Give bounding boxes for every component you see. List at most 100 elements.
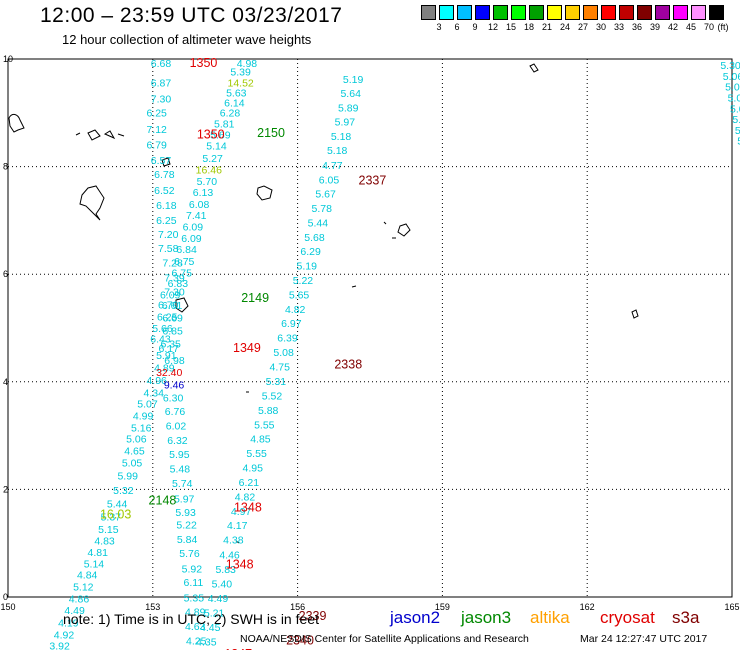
swh-value: 5.02	[730, 103, 740, 115]
colorbar-swatch	[439, 5, 454, 20]
colorbar-swatch	[457, 5, 472, 20]
legend-jason2: jason2	[390, 608, 441, 627]
island-kosrae	[397, 223, 411, 237]
swh-value: 6.28	[220, 108, 241, 120]
swh-value: 6.75	[174, 256, 195, 268]
colorbar-label: 39	[649, 22, 660, 32]
swh-value: 4.17	[227, 520, 248, 532]
swh-value: 6.05	[319, 174, 340, 186]
swh-value: 4.63	[185, 621, 206, 633]
swh-value: 4.85	[250, 434, 271, 446]
colorbar-label: 36	[631, 22, 642, 32]
swh-value: 5.39	[230, 67, 251, 79]
swh-value: 5.37	[101, 512, 122, 524]
swh-value: 5.32	[113, 485, 134, 497]
x-tick-label: 156	[290, 602, 305, 612]
swh-value: 6.61	[162, 300, 183, 312]
pass-time: 16.03	[100, 507, 131, 521]
swh-value: 5.16	[131, 422, 152, 434]
swh-value: 5.95	[169, 449, 190, 461]
swh-value: 5.05	[737, 136, 740, 148]
swh-value: 5.68	[304, 232, 325, 244]
colorbar-label: 42	[667, 22, 678, 32]
island-small-1	[161, 157, 171, 167]
swh-value: 5.22	[176, 520, 197, 532]
legend-s3a: s3a	[672, 608, 700, 627]
colorbar-label: 12	[487, 22, 498, 32]
colorbar-label: 24	[559, 22, 570, 32]
map-frame	[7, 58, 733, 598]
swh-value: 5.35	[184, 592, 205, 604]
swh-value: 14.52	[228, 77, 254, 89]
swh-value: 5.44	[308, 217, 329, 229]
swh-value: 5.76	[179, 548, 200, 560]
credit-line: NOAA/NESDIS Center for Satellite Applica…	[240, 633, 529, 645]
swh-value: 5.09	[732, 114, 740, 126]
colorbar-unit: (ft)	[717, 22, 729, 32]
swh-value: 4.49	[64, 605, 85, 617]
swh-value: 5.15	[98, 524, 119, 536]
y-tick-label: 0	[3, 592, 8, 602]
swh-value: 6.09	[181, 233, 202, 245]
swh-value: 4.77	[322, 160, 343, 172]
coastlines	[8, 63, 639, 544]
swh-value: 4.49	[208, 593, 229, 605]
colorbar-label: 21	[541, 22, 552, 32]
swh-value: 4.45	[200, 622, 221, 634]
pass-time: 2339	[299, 609, 327, 623]
swh-value: 5.81	[214, 118, 235, 130]
swh-value: 4.98	[237, 58, 258, 70]
y-tick-label: 4	[3, 377, 8, 387]
swh-value: 5.66	[152, 323, 173, 335]
swh-value: 7.30	[151, 94, 172, 106]
y-tick-label: 2	[3, 484, 8, 494]
swh-value: 5.30	[720, 60, 740, 72]
pass-time: 2148	[149, 493, 177, 507]
swh-value: 5.44	[107, 499, 128, 511]
swh-value: 5.07	[137, 399, 158, 411]
swh-value: 5.89	[338, 103, 359, 115]
swh-value: 9.46	[164, 379, 185, 391]
map-subtitle: 12 hour collection of altimeter wave hei…	[62, 32, 312, 47]
swh-value: 5.31	[266, 376, 287, 388]
swh-value: 4.65	[124, 445, 145, 457]
swh-value: 5.55	[246, 448, 267, 460]
pass-time-labels: 1350 1350 2150 2337 2149 1349 2338 2148 1348 16.0…	[95, 56, 386, 650]
swh-value: 6.85	[162, 325, 183, 337]
swh-value: 5.14	[84, 558, 105, 570]
swh-value: 6.02	[166, 421, 187, 433]
swh-value: 4.84	[77, 570, 98, 582]
graticule	[7, 58, 733, 598]
colorbar-label: 9	[472, 22, 478, 32]
swh-value: 7.41	[186, 210, 207, 222]
colorbar-swatch	[493, 5, 508, 20]
swh-value: 6.14	[224, 97, 245, 109]
swh-value: 5.67	[315, 188, 336, 200]
swh-value: 5.55	[254, 420, 275, 432]
swh-value: 6.76	[165, 406, 186, 418]
colorbar-label: 45	[685, 22, 696, 32]
pass-time: 2337	[359, 173, 387, 187]
swh-value: 4.19	[58, 618, 79, 630]
swh-value: 5.64	[340, 88, 361, 100]
swh-value: 5.40	[212, 578, 233, 590]
swh-value: 5.06	[723, 71, 740, 83]
axis-labels: 150 153 156 159 162 165 0 2 4 6 8 10	[0, 54, 739, 612]
swh-value: 7.12	[146, 124, 167, 136]
colorbar-swatch	[619, 5, 634, 20]
swh-value: 4.81	[88, 547, 109, 559]
swh-value: 5.18	[327, 145, 348, 157]
swh-value: 6.18	[156, 200, 177, 212]
swh-value: 5.69	[210, 130, 231, 142]
swh-value: 6.98	[164, 355, 185, 367]
swh-value: 5.05	[122, 457, 143, 469]
swh-value: 4.75	[270, 362, 291, 374]
swh-value: 32.40	[156, 367, 182, 379]
island-small-2	[175, 297, 189, 313]
swh-value: 5.84	[177, 534, 198, 546]
swh-value: 4.46	[219, 549, 240, 561]
swh-value: 6.68	[151, 58, 172, 70]
swh-value: 7.39	[164, 273, 185, 285]
island-left-2	[75, 129, 125, 141]
